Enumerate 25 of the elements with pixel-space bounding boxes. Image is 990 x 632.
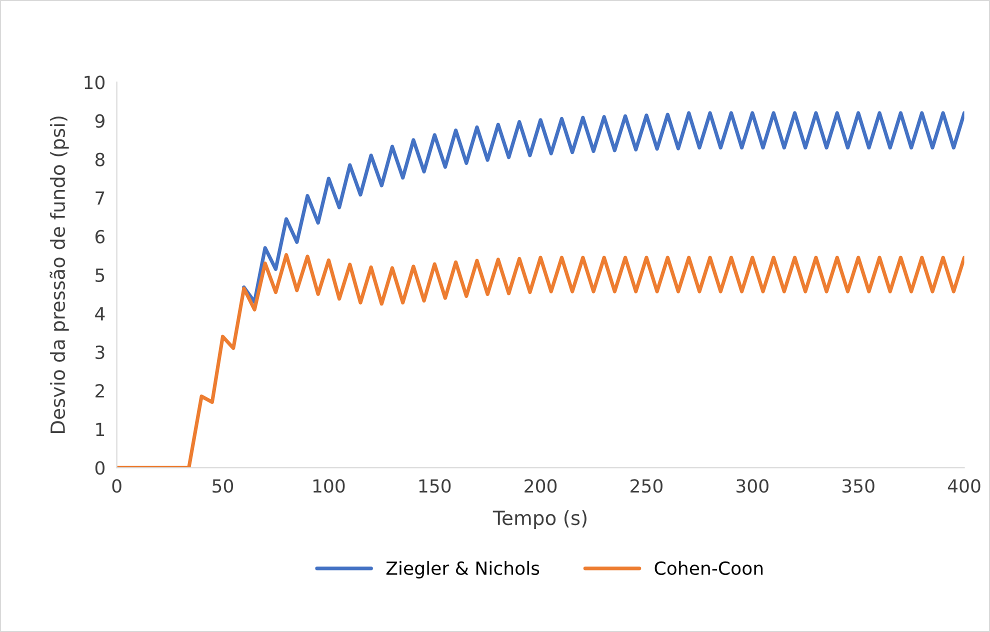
y-tick-label: 2 — [96, 384, 104, 398]
x-tick-label: 300 — [736, 479, 768, 493]
x-tick-label: 400 — [948, 479, 980, 493]
y-tick-label: 0 — [95, 461, 105, 475]
x-tick-label: 150 — [419, 479, 451, 493]
x-tick-label: 200 — [524, 479, 557, 493]
y-tick-label: 5 — [96, 268, 104, 282]
legend-label: Ziegler & Nichols — [386, 561, 540, 579]
line-series — [242, 111, 964, 304]
y-axis-title: Desvio da pressão de fundo (psi) — [50, 116, 69, 434]
x-axis-title: Tempo (s) — [492, 510, 586, 529]
x-tick-label: 350 — [842, 479, 874, 493]
y-tick-label: 9 — [95, 114, 104, 128]
x-tick-label: 250 — [630, 479, 662, 493]
y-tick-label: 6 — [95, 230, 105, 244]
y-tick-label: 1 — [96, 422, 104, 436]
y-tick-label: 3 — [96, 345, 104, 360]
x-tick-label: 100 — [313, 479, 345, 493]
y-tick-label: 8 — [95, 152, 104, 166]
legend-label: Cohen-Coon — [654, 561, 763, 576]
x-tick-label: 50 — [212, 479, 234, 493]
y-tick-label: 4 — [95, 307, 105, 320]
y-tick-label: 10 — [84, 76, 105, 90]
y-tick-label: 7 — [96, 192, 104, 205]
x-tick-label: 0 — [112, 479, 122, 493]
